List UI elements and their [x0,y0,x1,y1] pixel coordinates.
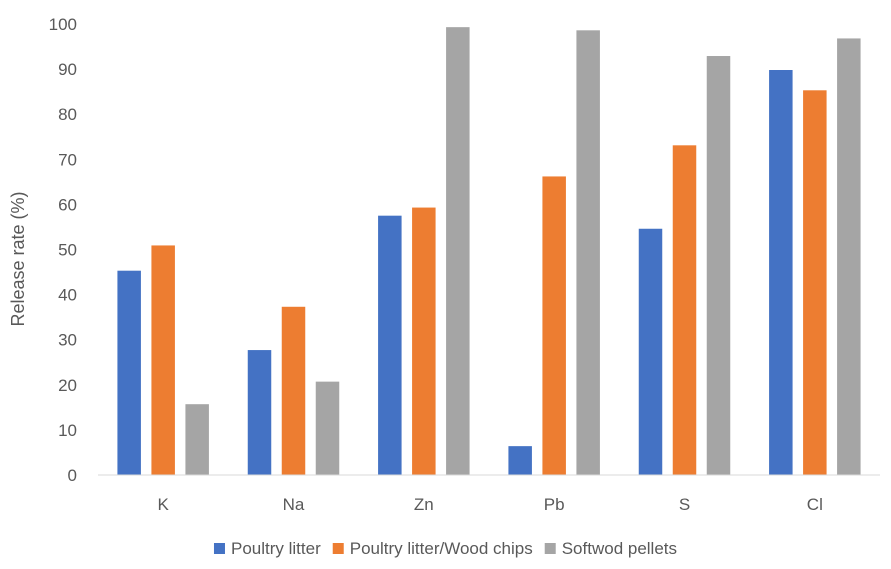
y-axis-ticks: 0 10 20 30 40 50 60 70 80 90 100 [49,15,77,485]
bar-zn-series-2 [412,207,436,475]
x-tick-label: K [157,495,169,514]
legend-swatch [213,543,225,554]
y-tick-label: 80 [58,105,77,124]
y-tick-label: 70 [58,150,77,169]
y-axis-title: Release rate (%) [8,191,28,326]
y-tick-label: 100 [49,15,77,34]
bar-k-series-3 [185,404,209,475]
y-tick-label: 30 [58,331,77,350]
x-axis-tick-labels: K Na Zn Pb S Cl [157,495,822,514]
y-tick-label: 90 [58,60,77,79]
legend-item: Poultry litter [213,539,321,558]
y-tick-label: 60 [58,195,77,214]
bar-na-series-3 [315,381,340,475]
bar-s-series-3 [706,56,731,476]
bar-na-series-2 [281,306,306,475]
bar-pb-series-1 [508,446,532,475]
y-tick-label: 20 [58,376,77,395]
legend: Poultry litter Poultry litter/Wood chips S… [213,539,677,558]
legend-label: Poultry litter/Wood chips [350,539,533,558]
bar-na-series-1 [247,350,272,475]
legend-item: Poultry litter/Wood chips [332,539,533,558]
bar-k-series-2 [151,245,175,475]
bar-cl-series-2 [803,90,827,476]
legend-item: Softwod pellets [544,539,677,558]
legend-swatch [544,543,556,554]
legend-label: Softwod pellets [562,539,677,558]
y-tick-label: 0 [68,466,77,485]
bar-zn-series-3 [446,27,470,475]
legend-label: Poultry litter [231,539,321,558]
x-tick-label: Na [283,495,305,514]
y-tick-label: 50 [58,241,77,260]
x-tick-label: Zn [414,495,434,514]
legend-swatch [332,543,344,554]
x-tick-label: S [679,495,690,514]
bar-cl-series-1 [769,70,793,475]
bars-group [117,27,861,476]
y-tick-label: 10 [58,421,77,440]
bar-pb-series-3 [576,30,600,476]
y-tick-label: 40 [58,286,77,305]
bar-s-series-1 [638,228,663,475]
bar-pb-series-2 [542,176,566,475]
bar-s-series-2 [672,145,697,475]
x-tick-label: Pb [544,495,565,514]
bar-cl-series-3 [837,38,861,476]
x-tick-label: Cl [807,495,823,514]
bar-zn-series-1 [378,215,402,475]
bar-k-series-1 [117,270,141,475]
